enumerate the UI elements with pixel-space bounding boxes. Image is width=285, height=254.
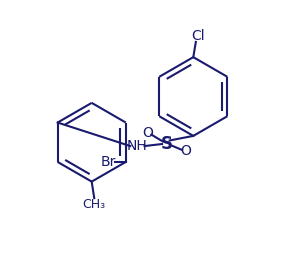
Text: O: O [142, 126, 153, 140]
Text: NH: NH [127, 139, 148, 153]
Text: S: S [161, 135, 173, 152]
Text: Cl: Cl [192, 28, 205, 43]
Text: CH₃: CH₃ [83, 198, 106, 211]
Text: Br: Br [100, 155, 116, 169]
Text: O: O [180, 144, 191, 158]
